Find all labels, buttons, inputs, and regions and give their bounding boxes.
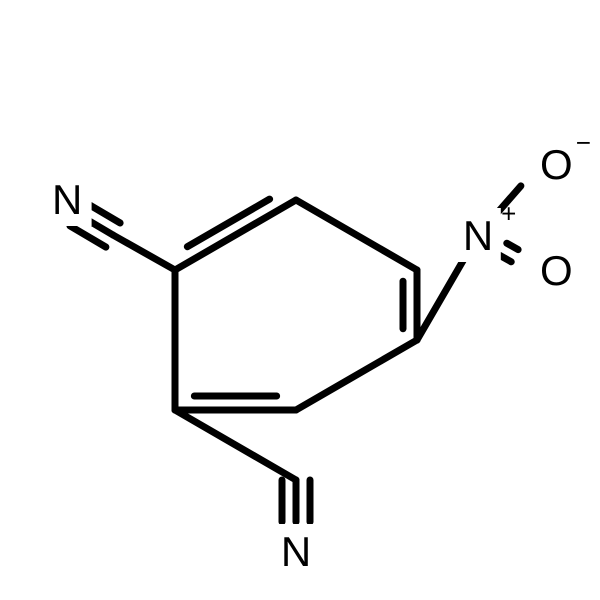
svg-text:N: N xyxy=(52,176,82,223)
atom-Nn: N+ xyxy=(455,198,516,262)
molecule-diagram: NNN+OO− xyxy=(0,0,600,600)
atom-O1: O xyxy=(534,243,580,297)
atom-N1: N xyxy=(273,524,319,578)
svg-text:−: − xyxy=(576,127,591,157)
svg-text:+: + xyxy=(501,198,516,228)
atom-O2: O− xyxy=(534,127,591,191)
svg-text:O: O xyxy=(540,247,573,294)
svg-text:N: N xyxy=(281,528,311,575)
atom-N2: N xyxy=(46,172,92,226)
svg-text:N: N xyxy=(463,212,493,259)
svg-text:O: O xyxy=(540,141,573,188)
